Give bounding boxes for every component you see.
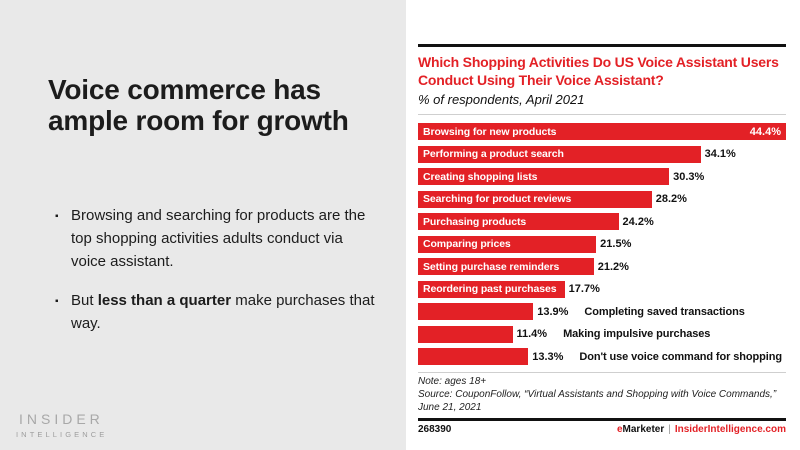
bar-row: 13.3% Don't use voice command for shoppin… — [418, 348, 786, 366]
bar-value: 13.3% — [532, 350, 564, 363]
emarketer-marketer: Marketer — [622, 424, 665, 436]
bullet-icon: ▪ — [55, 295, 59, 307]
bullet-text-bold: less than a quarter — [97, 291, 232, 309]
bar: Creating shopping lists — [418, 168, 670, 186]
divider-bottom — [418, 372, 786, 374]
logo-line-insider: INSIDER — [19, 411, 104, 427]
bar-rows: Browsing for new products 44.4% Performing… — [418, 123, 786, 366]
logo-line-intelligence: INTELLIGENCE — [16, 430, 108, 439]
bar-row: Browsing for new products 44.4% — [418, 123, 786, 141]
chart-footer: 268390 eMarketer | InsiderIntelligence.com — [418, 424, 786, 435]
bar-label: Making impulsive purchases — [563, 328, 711, 341]
bullet-text-post: make purchases that way. — [71, 291, 375, 332]
bar-value: 30.3% — [673, 170, 705, 183]
top-rule — [418, 44, 786, 47]
source-line: Source: CouponFollow, “Virtual Assistant… — [418, 389, 777, 413]
insider-intelligence-logo: INSIDER INTELLIGENCE — [16, 411, 107, 439]
insiderintelligence-link[interactable]: InsiderIntelligence.com — [674, 424, 786, 436]
emarketer-brand: eMarketer — [617, 424, 664, 435]
bar-row: Comparing prices 21.5% — [418, 235, 786, 253]
bar-value: 24.2% — [622, 215, 654, 228]
bullet-icon: ▪ — [55, 211, 59, 222]
bar-row: Reordering past purchases 17.7% — [418, 280, 786, 298]
bar-row: Searching for product reviews 28.2% — [418, 190, 786, 208]
bar-label: Don't use voice command for shopping — [579, 350, 782, 363]
bar: Comparing prices — [418, 235, 597, 253]
bullet-item: ▪ Browsing and searching for products ar… — [55, 205, 377, 274]
bar-row: Purchasing products 24.2% — [418, 213, 786, 231]
chart-subtitle: % of respondents, April 2021 — [418, 92, 585, 108]
left-panel: Voice commerce has ample room for growth… — [0, 0, 406, 450]
bar-value: 28.2% — [655, 193, 687, 206]
bullet-text-pre: But — [71, 291, 98, 309]
bar: Performing a product search — [418, 145, 701, 163]
bar-label: Setting purchase reminders — [423, 260, 560, 273]
bullet-item: ▪ But less than a quarter make purchases… — [55, 290, 377, 336]
bar — [418, 348, 529, 366]
bar — [418, 303, 534, 321]
chart-id: 268390 — [418, 424, 452, 436]
bar-value: 21.2% — [597, 260, 629, 273]
divider-top — [418, 114, 786, 116]
chart-card: Which Shopping Activities Do US Voice As… — [406, 0, 800, 450]
bar-value: 34.1% — [704, 148, 736, 161]
note-line: Note: ages 18+ — [418, 376, 487, 388]
bar-value: 17.7% — [568, 283, 600, 296]
bar-label: Completing saved transactions — [584, 305, 745, 318]
bar-row: Setting purchase reminders 21.2% — [418, 258, 786, 276]
bullet-text: But less than a quarter make purchases t… — [71, 290, 377, 336]
slide-title: Voice commerce has ample room for growth — [48, 74, 349, 137]
bar-label: Purchasing products — [423, 215, 527, 228]
bar: Setting purchase reminders — [418, 258, 594, 276]
bar: Purchasing products — [418, 213, 619, 231]
bottom-rule — [418, 418, 786, 422]
bar: Reordering past purchases — [418, 280, 565, 298]
bar-label: Comparing prices — [423, 238, 511, 251]
bar-label: Reordering past purchases — [423, 283, 557, 296]
bar-value: 44.4% — [749, 125, 781, 138]
emarketer-e: e — [616, 424, 623, 436]
bar-row: 11.4% Making impulsive purchases — [418, 325, 786, 343]
chart-notes: Note: ages 18+ Source: CouponFollow, “Vi… — [418, 376, 786, 414]
branding: eMarketer | InsiderIntelligence.com — [617, 424, 786, 435]
separator: | — [668, 424, 671, 436]
bar-row: 13.9% Completing saved transactions — [418, 303, 786, 321]
bar-label: Browsing for new products — [423, 125, 557, 138]
bar-label: Searching for product reviews — [423, 193, 572, 206]
bar: Searching for product reviews — [418, 190, 652, 208]
bar-value: 13.9% — [537, 305, 569, 318]
bar-value: 11.4% — [516, 328, 548, 341]
bullet-list: ▪ Browsing and searching for products ar… — [55, 205, 377, 352]
bar-label: Performing a product search — [423, 148, 564, 161]
bar: Browsing for new products 44.4% — [418, 123, 786, 141]
bar-label: Creating shopping lists — [423, 170, 538, 183]
chart-title: Which Shopping Activities Do US Voice As… — [418, 54, 779, 89]
bar-row: Performing a product search 34.1% — [418, 145, 786, 163]
bar — [418, 325, 513, 343]
bar-row: Creating shopping lists 30.3% — [418, 168, 786, 186]
bullet-text: Browsing and searching for products are … — [71, 207, 366, 270]
bar-value: 21.5% — [600, 238, 632, 251]
